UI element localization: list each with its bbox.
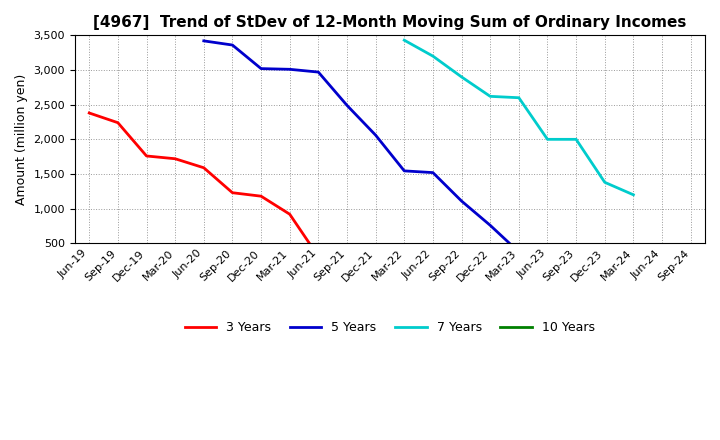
- 7 Years: [457, 74, 466, 80]
- 3 Years: [428, 263, 437, 268]
- 5 Years: [228, 42, 237, 48]
- 5 Years: [372, 132, 380, 138]
- 5 Years: [199, 38, 208, 44]
- 5 Years: [457, 198, 466, 204]
- Title: [4967]  Trend of StDev of 12-Month Moving Sum of Ordinary Incomes: [4967] Trend of StDev of 12-Month Moving…: [94, 15, 687, 30]
- 5 Years: [257, 66, 266, 71]
- 3 Years: [543, 253, 552, 258]
- 5 Years: [428, 170, 437, 175]
- 7 Years: [543, 137, 552, 142]
- Y-axis label: Amount (million yen): Amount (million yen): [15, 74, 28, 205]
- 3 Years: [228, 190, 237, 195]
- 7 Years: [629, 192, 638, 198]
- 3 Years: [257, 194, 266, 199]
- 3 Years: [572, 251, 580, 256]
- 3 Years: [199, 165, 208, 170]
- 3 Years: [515, 258, 523, 263]
- 7 Years: [600, 180, 609, 185]
- Legend: 3 Years, 5 Years, 7 Years, 10 Years: 3 Years, 5 Years, 7 Years, 10 Years: [180, 316, 600, 339]
- 3 Years: [372, 258, 380, 263]
- 7 Years: [428, 54, 437, 59]
- 5 Years: [657, 245, 666, 250]
- 3 Years: [285, 212, 294, 217]
- 7 Years: [486, 94, 495, 99]
- Line: 3 Years: 3 Years: [89, 113, 662, 268]
- 5 Years: [572, 251, 580, 257]
- 3 Years: [314, 254, 323, 259]
- 5 Years: [600, 250, 609, 256]
- 3 Years: [142, 153, 150, 158]
- 7 Years: [400, 37, 408, 43]
- 3 Years: [657, 243, 666, 249]
- 3 Years: [85, 110, 94, 116]
- 5 Years: [400, 168, 408, 173]
- 3 Years: [600, 250, 609, 255]
- 5 Years: [285, 67, 294, 72]
- 5 Years: [343, 103, 351, 108]
- Line: 5 Years: 5 Years: [204, 41, 662, 254]
- 5 Years: [314, 70, 323, 75]
- Line: 7 Years: 7 Years: [404, 40, 634, 195]
- 3 Years: [114, 120, 122, 125]
- 3 Years: [400, 261, 408, 266]
- 5 Years: [543, 251, 552, 257]
- 5 Years: [515, 249, 523, 255]
- 3 Years: [457, 264, 466, 270]
- 7 Years: [572, 137, 580, 142]
- 5 Years: [629, 247, 638, 253]
- 3 Years: [171, 156, 179, 161]
- 3 Years: [629, 248, 638, 253]
- 3 Years: [343, 257, 351, 262]
- 3 Years: [486, 265, 495, 271]
- 5 Years: [486, 223, 495, 228]
- 7 Years: [515, 95, 523, 100]
